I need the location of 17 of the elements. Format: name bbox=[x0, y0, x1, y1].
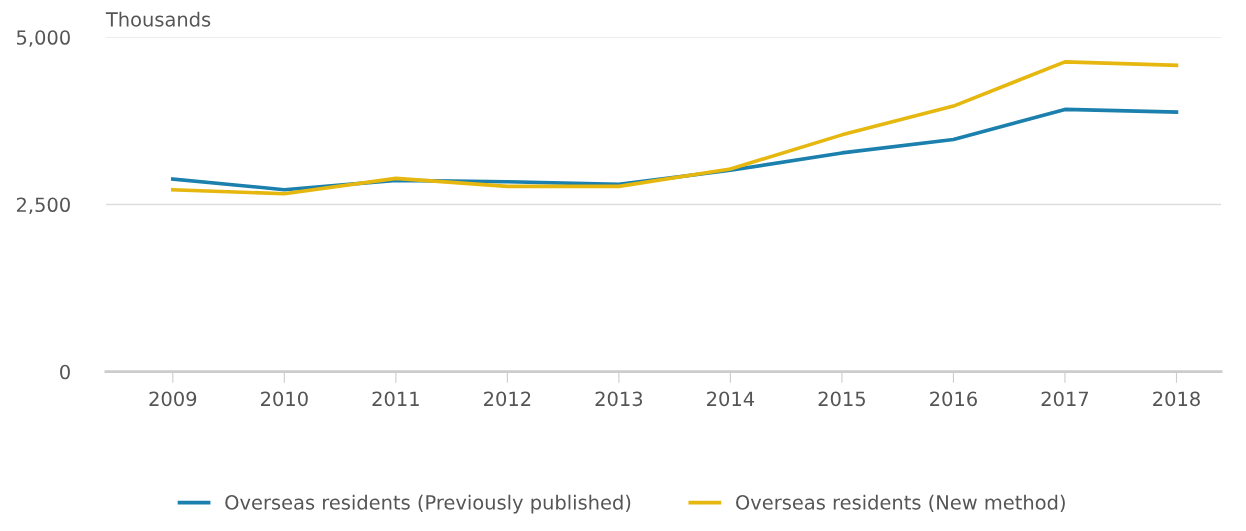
line-series bbox=[171, 60, 1179, 196]
y-tick-label: 2,500 bbox=[16, 197, 70, 215]
y-tick-label: 0 bbox=[60, 364, 70, 380]
x-tick-label: 2012 bbox=[484, 391, 531, 407]
x-tick-label: 2014 bbox=[707, 391, 755, 407]
x-tick-label: 2011 bbox=[372, 391, 419, 407]
x-tick-label: 2009 bbox=[149, 391, 197, 407]
legend-label: Overseas residents (New method) bbox=[736, 494, 1065, 513]
legend-label: Overseas residents (Previously published) bbox=[225, 494, 631, 514]
x-tick-label: 2017 bbox=[1041, 391, 1089, 407]
y-tick-label: 5,000 bbox=[17, 30, 70, 47]
x-tick-label: 2013 bbox=[595, 391, 643, 407]
y-axis-title: Thousands bbox=[105, 11, 211, 27]
x-tick-label: 2018 bbox=[1153, 391, 1200, 407]
x-tick-label: 2015 bbox=[818, 391, 865, 407]
x-tick-label: 2010 bbox=[261, 391, 308, 407]
x-tick-label: 2016 bbox=[930, 391, 977, 407]
